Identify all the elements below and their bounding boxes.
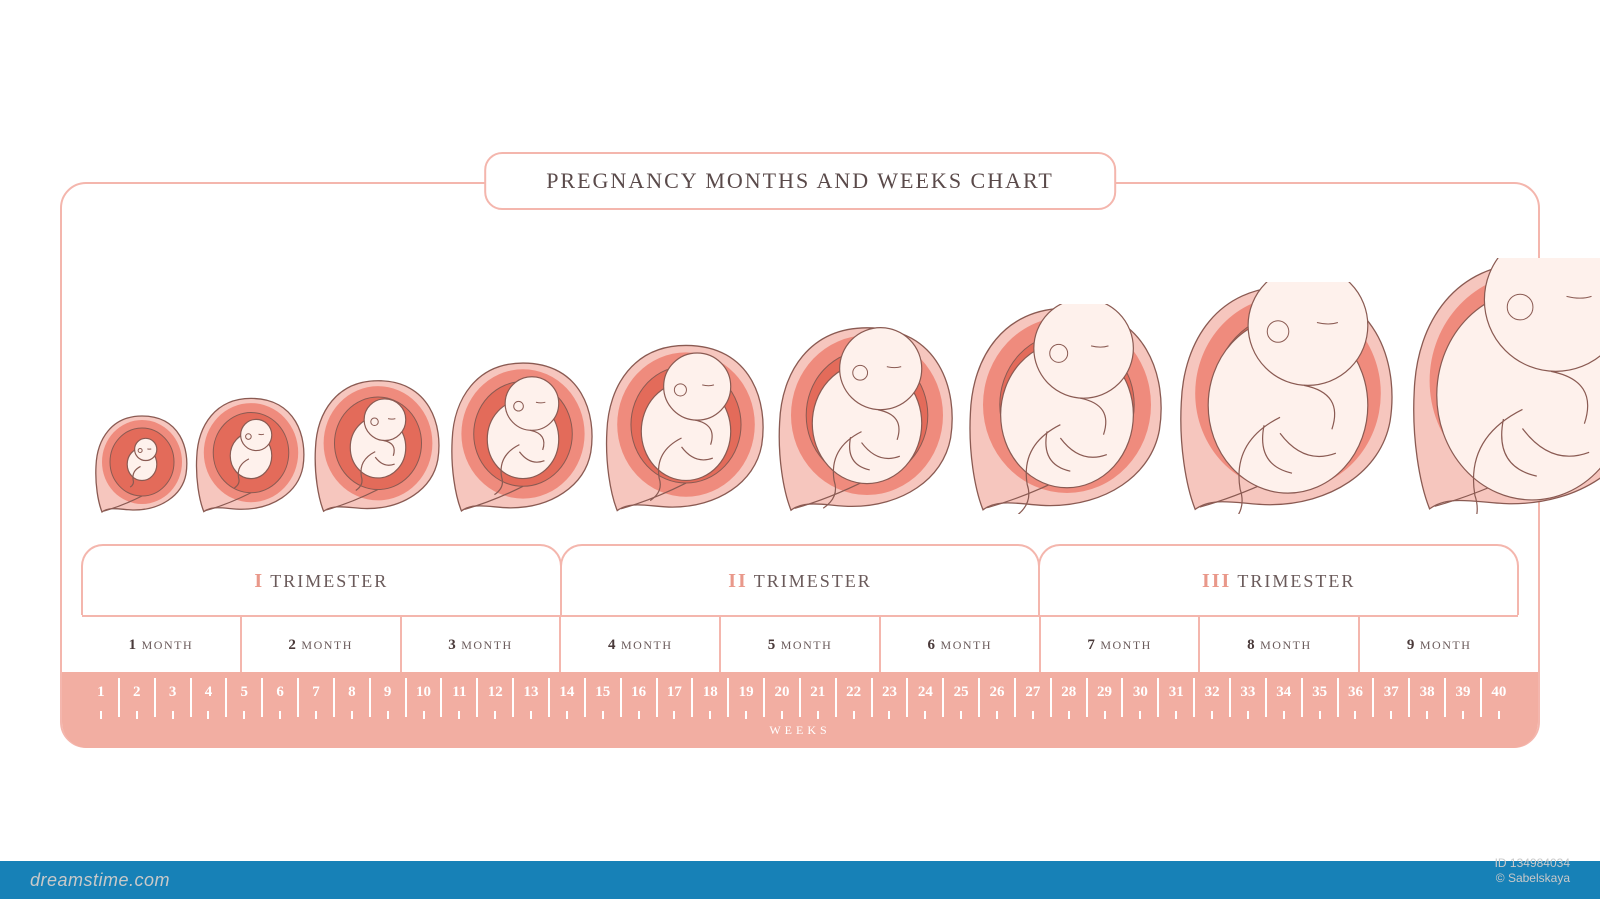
embryo-month-3 bbox=[310, 378, 446, 514]
embryo-month-1 bbox=[92, 414, 192, 514]
month-1: 1MONTH bbox=[82, 617, 242, 672]
month-8: 8MONTH bbox=[1200, 617, 1360, 672]
embryo-month-5 bbox=[600, 342, 772, 514]
week-17: 17 bbox=[658, 678, 694, 717]
embryo-row bbox=[82, 244, 1518, 544]
week-8: 8 bbox=[335, 678, 371, 717]
watermark-id: ID 134984034 © Sabelskaya bbox=[1495, 856, 1570, 887]
weeks-label: WEEKS bbox=[84, 717, 1516, 738]
womb-icon bbox=[92, 414, 192, 514]
womb-icon bbox=[446, 360, 600, 514]
womb-icon bbox=[1172, 282, 1404, 514]
month-7: 7MONTH bbox=[1041, 617, 1201, 672]
embryo-month-6 bbox=[772, 324, 962, 514]
week-29: 29 bbox=[1088, 678, 1124, 717]
week-22: 22 bbox=[837, 678, 873, 717]
week-38: 38 bbox=[1410, 678, 1446, 717]
womb-icon bbox=[310, 378, 446, 514]
watermark-site: dreamstime.com bbox=[30, 870, 170, 891]
trimester-3: IIITRIMESTER bbox=[1038, 544, 1519, 615]
week-40: 40 bbox=[1482, 678, 1516, 717]
month-2: 2MONTH bbox=[242, 617, 402, 672]
week-26: 26 bbox=[980, 678, 1016, 717]
week-32: 32 bbox=[1195, 678, 1231, 717]
week-36: 36 bbox=[1339, 678, 1375, 717]
week-2: 2 bbox=[120, 678, 156, 717]
week-21: 21 bbox=[801, 678, 837, 717]
week-16: 16 bbox=[622, 678, 658, 717]
week-12: 12 bbox=[478, 678, 514, 717]
week-31: 31 bbox=[1159, 678, 1195, 717]
embryo-month-4 bbox=[446, 360, 600, 514]
months-row: 1MONTH2MONTH3MONTH4MONTH5MONTH6MONTH7MON… bbox=[82, 615, 1518, 672]
month-6: 6MONTH bbox=[881, 617, 1041, 672]
womb-icon bbox=[192, 396, 310, 514]
embryo-month-9 bbox=[1404, 258, 1600, 514]
trimester-1: ITRIMESTER bbox=[81, 544, 562, 615]
week-10: 10 bbox=[407, 678, 443, 717]
week-20: 20 bbox=[765, 678, 801, 717]
week-19: 19 bbox=[729, 678, 765, 717]
week-27: 27 bbox=[1016, 678, 1052, 717]
week-4: 4 bbox=[192, 678, 228, 717]
week-39: 39 bbox=[1446, 678, 1482, 717]
week-6: 6 bbox=[263, 678, 299, 717]
pregnancy-chart: PREGNANCY MONTHS AND WEEKS CHART bbox=[60, 152, 1540, 748]
week-7: 7 bbox=[299, 678, 335, 717]
week-1: 1 bbox=[84, 678, 120, 717]
week-23: 23 bbox=[873, 678, 909, 717]
chart-frame: ITRIMESTERIITRIMESTERIIITRIMESTER 1MONTH… bbox=[60, 182, 1540, 748]
week-11: 11 bbox=[442, 678, 478, 717]
womb-icon bbox=[600, 342, 772, 514]
week-30: 30 bbox=[1123, 678, 1159, 717]
week-33: 33 bbox=[1231, 678, 1267, 717]
week-28: 28 bbox=[1052, 678, 1088, 717]
week-37: 37 bbox=[1374, 678, 1410, 717]
trimester-row: ITRIMESTERIITRIMESTERIIITRIMESTER bbox=[82, 544, 1518, 615]
month-5: 5MONTH bbox=[721, 617, 881, 672]
week-24: 24 bbox=[908, 678, 944, 717]
week-13: 13 bbox=[514, 678, 550, 717]
week-15: 15 bbox=[586, 678, 622, 717]
week-14: 14 bbox=[550, 678, 586, 717]
week-25: 25 bbox=[944, 678, 980, 717]
womb-icon bbox=[1404, 258, 1600, 514]
chart-title: PREGNANCY MONTHS AND WEEKS CHART bbox=[484, 152, 1116, 210]
womb-icon bbox=[772, 324, 962, 514]
month-9: 9MONTH bbox=[1360, 617, 1518, 672]
week-34: 34 bbox=[1267, 678, 1303, 717]
month-3: 3MONTH bbox=[402, 617, 562, 672]
weeks-ruler: 1234567891011121314151617181920212223242… bbox=[62, 672, 1538, 748]
footer-blue-bar bbox=[0, 861, 1600, 899]
embryo-month-8 bbox=[1172, 282, 1404, 514]
womb-icon bbox=[962, 304, 1172, 514]
week-3: 3 bbox=[156, 678, 192, 717]
embryo-month-7 bbox=[962, 304, 1172, 514]
trimester-2: IITRIMESTER bbox=[560, 544, 1041, 615]
week-35: 35 bbox=[1303, 678, 1339, 717]
week-9: 9 bbox=[371, 678, 407, 717]
embryo-month-2 bbox=[192, 396, 310, 514]
week-5: 5 bbox=[227, 678, 263, 717]
week-18: 18 bbox=[693, 678, 729, 717]
month-4: 4MONTH bbox=[561, 617, 721, 672]
